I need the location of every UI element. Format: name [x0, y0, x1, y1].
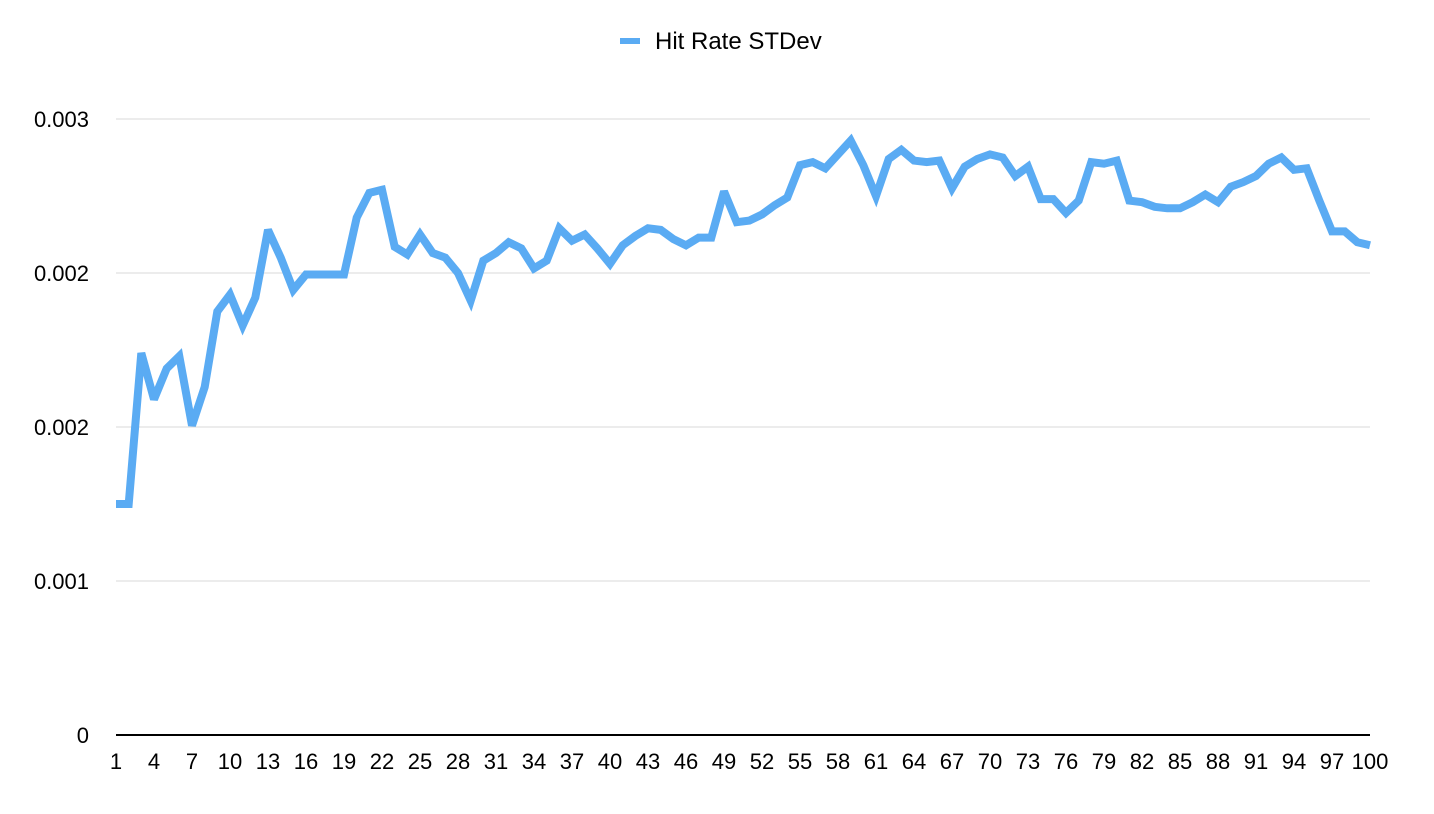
series-line-hit-rate-stdev: [116, 133, 1371, 508]
y-tick-label: 0.002: [34, 415, 89, 440]
y-tick-label: 0.001: [34, 569, 89, 594]
y-tick-label: 0.003: [34, 107, 89, 132]
x-tick-label: 67: [940, 749, 964, 774]
x-tick-label: 4: [148, 749, 160, 774]
x-tick-label: 40: [598, 749, 622, 774]
x-tick-label: 91: [1244, 749, 1268, 774]
gridlines: [116, 118, 1370, 582]
x-tick-label: 37: [560, 749, 584, 774]
x-tick-label: 7: [186, 749, 198, 774]
x-tick-label: 49: [712, 749, 736, 774]
x-tick-label: 25: [408, 749, 432, 774]
x-tick-label: 43: [636, 749, 660, 774]
x-tick-label: 46: [674, 749, 698, 774]
legend-label: Hit Rate STDev: [655, 28, 822, 55]
x-axis-tick-labels: 1 4 7 10 13 16 19 22 25 28 31 34 37 40 43 46 49 52 55 58 61 6…: [110, 749, 1388, 774]
x-tick-label: 94: [1282, 749, 1306, 774]
x-tick-label: 28: [446, 749, 470, 774]
x-tick-label: 19: [332, 749, 356, 774]
x-tick-label: 61: [864, 749, 888, 774]
x-tick-label: 10: [218, 749, 242, 774]
x-tick-label: 73: [1016, 749, 1040, 774]
x-tick-label: 97: [1320, 749, 1344, 774]
legend: Hit Rate STDev: [620, 28, 822, 55]
x-tick-label: 16: [294, 749, 318, 774]
x-tick-label: 55: [788, 749, 812, 774]
x-tick-label: 79: [1092, 749, 1116, 774]
x-tick-label: 13: [256, 749, 280, 774]
x-tick-label: 76: [1054, 749, 1078, 774]
x-tick-label: 22: [370, 749, 394, 774]
y-axis-tick-labels: 0 0.001 0.002 0.002 0.003: [34, 107, 89, 748]
x-tick-label: 88: [1206, 749, 1230, 774]
x-tick-label: 70: [978, 749, 1002, 774]
x-tick-label: 52: [750, 749, 774, 774]
y-tick-label: 0.002: [34, 261, 89, 286]
x-tick-label: 100: [1352, 749, 1389, 774]
x-tick-label: 1: [110, 749, 122, 774]
y-tick-label: 0: [77, 723, 89, 748]
series-group: [116, 133, 1371, 508]
x-tick-label: 31: [484, 749, 508, 774]
x-tick-label: 64: [902, 749, 926, 774]
x-tick-label: 58: [826, 749, 850, 774]
x-tick-label: 34: [522, 749, 546, 774]
x-tick-label: 82: [1130, 749, 1154, 774]
x-tick-label: 85: [1168, 749, 1192, 774]
